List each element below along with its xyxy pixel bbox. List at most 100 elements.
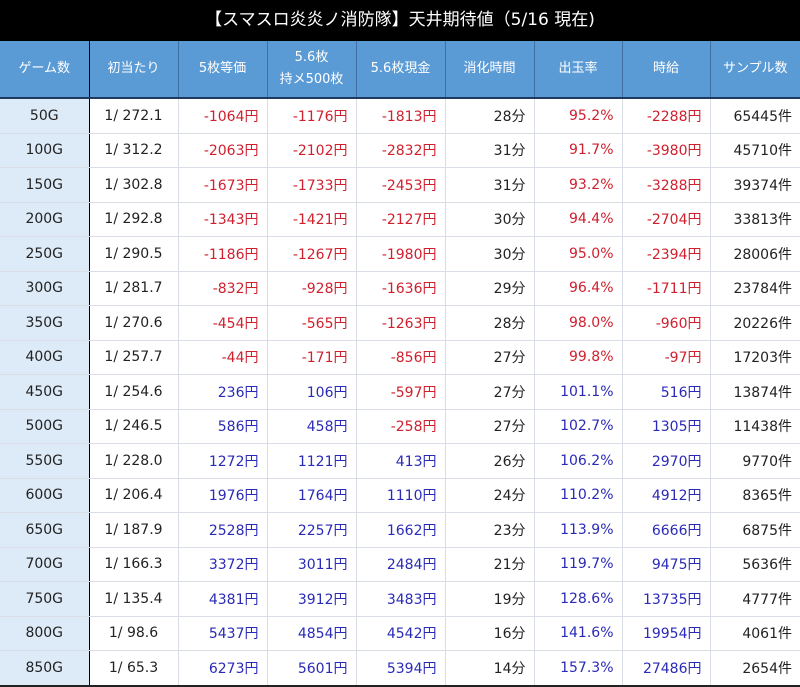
game-count-cell: 850G — [0, 650, 90, 687]
payout-rate-cell: 110.2% — [534, 478, 623, 513]
first-hit-cell: 1/ 292.8 — [89, 202, 179, 237]
cash56-value-cell: 4542円 — [356, 616, 446, 651]
cash56-value-cell: 1662円 — [356, 512, 446, 548]
play-time-cell: 19分 — [445, 581, 535, 617]
header-5-6-medal: 5.6枚持メ500枚 — [267, 41, 357, 99]
header-play-time: 消化時間 — [445, 41, 535, 99]
cash56-value-cell: 3483円 — [356, 581, 446, 617]
payout-rate-cell: 96.4% — [534, 271, 623, 306]
header-5-6-cash: 5.6枚現金 — [356, 41, 446, 99]
first-hit-cell: 1/ 270.6 — [89, 305, 179, 341]
game-count-cell: 600G — [0, 478, 90, 513]
table-row: 550G 1/ 228.0 1272円 1121円 413円 26分 106.2% 2970円… — [0, 443, 800, 479]
eq5-value-cell: -1343円 — [178, 202, 268, 237]
first-hit-cell: 1/ 98.6 — [89, 616, 179, 651]
cash56-value-cell: -856円 — [356, 340, 446, 375]
sample-count-cell: 9770件 — [709, 443, 800, 479]
play-time-cell: 29分 — [445, 271, 535, 306]
sample-count-cell: 45710件 — [709, 133, 800, 168]
payout-rate-cell: 101.1% — [534, 374, 623, 410]
medal56-value-cell: 4854円 — [267, 616, 357, 651]
game-count-cell: 200G — [0, 202, 90, 237]
medal56-value-cell: -565円 — [267, 305, 357, 341]
payout-rate-cell: 113.9% — [534, 512, 623, 548]
header-game-count: ゲーム数 — [0, 41, 90, 99]
table-row: 600G 1/ 206.4 1976円 1764円 1110円 24分 110.2% 4912… — [0, 478, 800, 513]
sample-count-cell: 23784件 — [709, 271, 800, 306]
medal56-value-cell: -928円 — [267, 271, 357, 306]
eq5-value-cell: -44円 — [178, 340, 268, 375]
header-sample-count: サンプル数 — [709, 41, 800, 99]
medal56-value-cell: -1267円 — [267, 236, 357, 272]
medal56-value-cell: -1176円 — [267, 98, 357, 134]
medal56-value-cell: 2257円 — [267, 512, 357, 548]
medal56-value-cell: -1421円 — [267, 202, 357, 237]
hourly-wage-cell: 19954円 — [622, 616, 711, 651]
sample-count-cell: 65445件 — [709, 98, 800, 134]
play-time-cell: 21分 — [445, 547, 535, 582]
table-row: 500G 1/ 246.5 586円 458円 -258円 27分 102.7% 1305円 1… — [0, 409, 800, 444]
game-count-cell: 150G — [0, 167, 90, 203]
first-hit-cell: 1/ 166.3 — [89, 547, 179, 582]
game-count-cell: 400G — [0, 340, 90, 375]
game-count-cell: 750G — [0, 581, 90, 617]
header-first-hit: 初当たり — [89, 41, 179, 99]
eq5-value-cell: -2063円 — [178, 133, 268, 168]
medal56-value-cell: -171円 — [267, 340, 357, 375]
cash56-value-cell: -258円 — [356, 409, 446, 444]
eq5-value-cell: 3372円 — [178, 547, 268, 582]
table-row: 650G 1/ 187.9 2528円 2257円 1662円 23分 113.9% 6666… — [0, 512, 800, 548]
game-count-cell: 500G — [0, 409, 90, 444]
payout-rate-cell: 91.7% — [534, 133, 623, 168]
eq5-value-cell: -832円 — [178, 271, 268, 306]
first-hit-cell: 1/ 312.2 — [89, 133, 179, 168]
medal56-value-cell: 3912円 — [267, 581, 357, 617]
game-count-cell: 450G — [0, 374, 90, 410]
header-5-6-medal-line1: 5.6枚 — [294, 50, 329, 65]
medal56-value-cell: -2102円 — [267, 133, 357, 168]
medal56-value-cell: 458円 — [267, 409, 357, 444]
cash56-value-cell: -1980円 — [356, 236, 446, 272]
hourly-wage-cell: -3980円 — [622, 133, 711, 168]
payout-rate-cell: 141.6% — [534, 616, 623, 651]
table-row: 450G 1/ 254.6 236円 106円 -597円 27分 101.1% 516円 13… — [0, 374, 800, 410]
play-time-cell: 30分 — [445, 236, 535, 272]
eq5-value-cell: -454円 — [178, 305, 268, 341]
hourly-wage-cell: -1711円 — [622, 271, 711, 306]
play-time-cell: 31分 — [445, 167, 535, 203]
table-row: 250G 1/ 290.5 -1186円 -1267円 -1980円 30分 95.0% -2… — [0, 236, 800, 272]
eq5-value-cell: 586円 — [178, 409, 268, 444]
eq5-value-cell: 1272円 — [178, 443, 268, 479]
table-row: 800G 1/ 98.6 5437円 4854円 4542円 16分 141.6% 19954… — [0, 616, 800, 651]
table-body: 50G 1/ 272.1 -1064円 -1176円 -1813円 28分 95.2% -22… — [0, 98, 800, 687]
first-hit-cell: 1/ 272.1 — [89, 98, 179, 134]
sample-count-cell: 8365件 — [709, 478, 800, 513]
header-5-6-medal-line2: 持メ500枚 — [279, 72, 344, 87]
first-hit-cell: 1/ 228.0 — [89, 443, 179, 479]
eq5-value-cell: -1673円 — [178, 167, 268, 203]
first-hit-cell: 1/ 206.4 — [89, 478, 179, 513]
payout-rate-cell: 119.7% — [534, 547, 623, 582]
eq5-value-cell: -1064円 — [178, 98, 268, 134]
payout-rate-cell: 98.0% — [534, 305, 623, 341]
table-row: 400G 1/ 257.7 -44円 -171円 -856円 27分 99.8% -97円 17… — [0, 340, 800, 375]
sample-count-cell: 2654件 — [709, 650, 800, 687]
first-hit-cell: 1/ 135.4 — [89, 581, 179, 617]
first-hit-cell: 1/ 281.7 — [89, 271, 179, 306]
table-row: 350G 1/ 270.6 -454円 -565円 -1263円 28分 98.0% -960… — [0, 305, 800, 341]
payout-rate-cell: 94.4% — [534, 202, 623, 237]
first-hit-cell: 1/ 302.8 — [89, 167, 179, 203]
cash56-value-cell: -1813円 — [356, 98, 446, 134]
cash56-value-cell: 413円 — [356, 443, 446, 479]
payout-rate-cell: 102.7% — [534, 409, 623, 444]
header-row: ゲーム数 初当たり 5枚等価 5.6枚 持メ500枚 5.6枚現金 消化時間 出玉… — [0, 41, 800, 99]
first-hit-cell: 1/ 290.5 — [89, 236, 179, 272]
sample-count-cell: 4061件 — [709, 616, 800, 651]
hourly-wage-cell: 1305円 — [622, 409, 711, 444]
hourly-wage-cell: -97円 — [622, 340, 711, 375]
header-hourly-wage: 時給 — [622, 41, 711, 99]
play-time-cell: 28分 — [445, 305, 535, 341]
game-count-cell: 100G — [0, 133, 90, 168]
hourly-wage-cell: 4912円 — [622, 478, 711, 513]
hourly-wage-cell: -3288円 — [622, 167, 711, 203]
